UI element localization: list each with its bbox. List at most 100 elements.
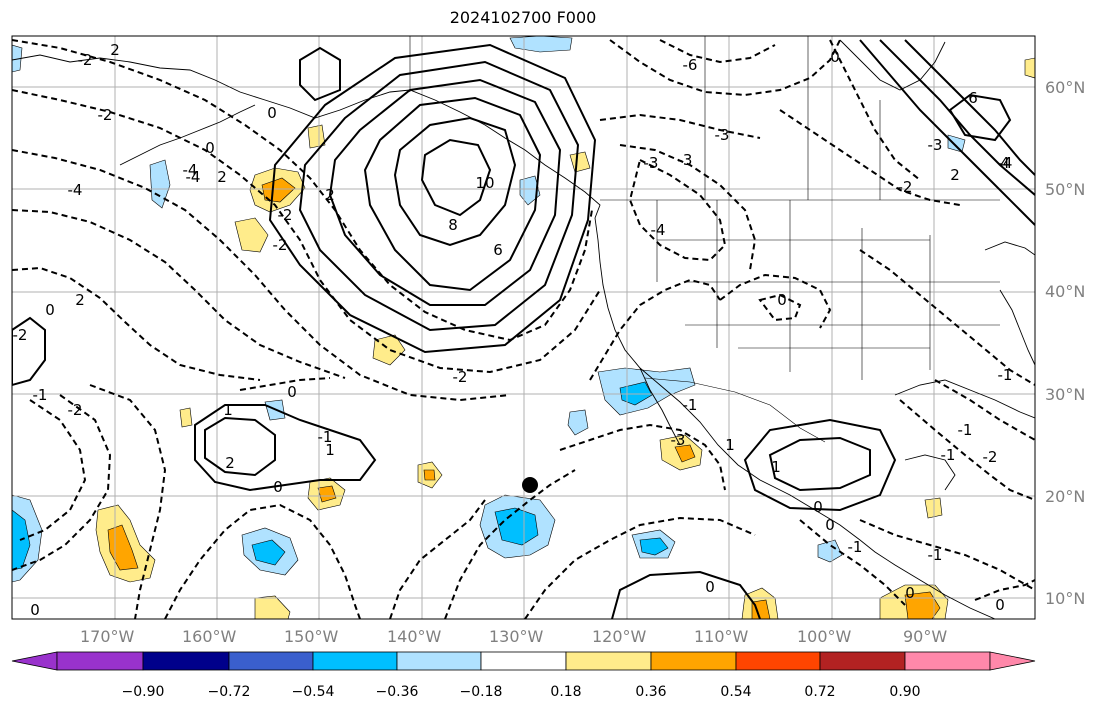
lat-label-60n: 60°N bbox=[1045, 78, 1086, 97]
negative-anomaly-patch bbox=[494, 507, 539, 546]
contour-label: 0 bbox=[777, 291, 787, 309]
contour-label: 1 bbox=[725, 436, 735, 454]
positive-anomaly-patch bbox=[317, 485, 337, 503]
contour-label: 1 bbox=[325, 441, 335, 459]
contour-solid bbox=[194, 404, 377, 492]
lon-label-170w: 170°W bbox=[80, 627, 135, 646]
contour-label: 2 bbox=[110, 41, 120, 59]
colorbar-segment bbox=[396, 651, 482, 671]
hudson-bay bbox=[839, 39, 946, 91]
lon-label-130w: 130°W bbox=[489, 627, 544, 646]
contour-dashed bbox=[934, 379, 1035, 441]
contour-dashed bbox=[758, 293, 802, 322]
contour-label: -4 bbox=[998, 154, 1013, 172]
aleutian-islands bbox=[119, 104, 256, 166]
gridlines bbox=[12, 36, 1035, 619]
lat-label-40n: 40°N bbox=[1045, 282, 1086, 301]
contour-labels: 2 -2 -2 -4 0 2 -4 0 -1 -2 -2 2 0 1 0 -1 … bbox=[13, 41, 1013, 619]
colorbar-segment bbox=[142, 651, 230, 671]
alaska-coast bbox=[12, 54, 601, 219]
positive-anomaly-patch bbox=[904, 591, 941, 619]
contour-dashed bbox=[719, 273, 832, 329]
lat-label-10n: 10°N bbox=[1045, 589, 1086, 608]
contour-label: 0 bbox=[273, 478, 283, 496]
contour-label: -2 bbox=[68, 401, 83, 419]
negative-anomaly-patch bbox=[251, 539, 286, 566]
contour-dashed bbox=[12, 394, 112, 571]
contour-label: -2 bbox=[983, 448, 998, 466]
contour-label: 2 bbox=[217, 168, 227, 186]
positive-anomaly-patch bbox=[1024, 57, 1035, 79]
contour-dashed bbox=[12, 266, 261, 381]
contour-label: -2 bbox=[278, 206, 293, 224]
contour-label: 8 bbox=[448, 216, 458, 234]
contour-label: 0 bbox=[30, 601, 40, 619]
contour-dashed bbox=[659, 39, 776, 64]
colorbar-segment bbox=[904, 651, 991, 671]
contour-label: -1 bbox=[998, 366, 1013, 384]
colorbar-tick-label: 0.72 bbox=[804, 684, 836, 700]
contour-dashed bbox=[779, 109, 961, 206]
contour-label: 0 bbox=[205, 139, 215, 157]
contour-label: 2 bbox=[225, 454, 235, 472]
contour-dashed bbox=[559, 423, 726, 491]
contour-dashed bbox=[19, 399, 87, 541]
contour-dashed bbox=[974, 579, 1035, 601]
colorbar-segment bbox=[480, 651, 567, 671]
contour-label: 6 bbox=[493, 241, 503, 259]
positive-anomaly-patch bbox=[569, 151, 591, 173]
contour-solid bbox=[743, 418, 897, 512]
positive-anomaly-patch bbox=[261, 177, 296, 203]
negative-anomaly-patch bbox=[519, 175, 541, 206]
lon-label-100w: 100°W bbox=[797, 627, 852, 646]
colorbar-segment bbox=[56, 651, 144, 671]
contour-solid bbox=[393, 116, 517, 247]
colorbar-tick-label: 0.54 bbox=[720, 684, 752, 700]
contour-dashed bbox=[799, 519, 906, 606]
map-frame bbox=[11, 35, 1036, 620]
contour-dashed bbox=[12, 39, 593, 342]
contour-solid bbox=[298, 60, 580, 332]
contour-label: -2 bbox=[78, 51, 93, 69]
colorbar-tick-label: 0.90 bbox=[889, 684, 921, 700]
yucatan bbox=[904, 454, 956, 491]
contour-label: -6 bbox=[683, 56, 698, 74]
contour-dashed bbox=[89, 384, 167, 619]
colorbar-tick-label: 0.18 bbox=[550, 684, 582, 700]
contour-label: 2 bbox=[950, 166, 960, 184]
contour-solid bbox=[328, 78, 562, 306]
contour-label: -4 bbox=[68, 181, 83, 199]
contour-label: 10 bbox=[475, 174, 494, 192]
negative-anomaly-patch bbox=[639, 537, 669, 556]
positive-anomaly-patch bbox=[254, 595, 291, 619]
gulf-coast bbox=[894, 379, 1035, 419]
map-title: 2024102700 F000 bbox=[449, 8, 597, 27]
contour-label: -1 bbox=[848, 538, 863, 556]
contour-solid bbox=[204, 416, 276, 477]
colorbar-tick-label: 0.36 bbox=[635, 684, 667, 700]
contour-dashed bbox=[524, 516, 756, 619]
colorbar-segment bbox=[228, 651, 314, 671]
contour-label: -2 bbox=[453, 368, 468, 386]
contour-label: 2 bbox=[325, 186, 335, 204]
colorbar-extend-left bbox=[11, 651, 58, 671]
positive-anomaly-patch bbox=[751, 599, 771, 619]
contour-label: -4 bbox=[183, 161, 198, 179]
contour-dashed bbox=[12, 149, 511, 402]
contour-solid bbox=[904, 39, 1035, 176]
lon-label-120w: 120°W bbox=[592, 627, 647, 646]
contour-label: -3 bbox=[644, 154, 659, 172]
contour-label: -3 bbox=[671, 431, 686, 449]
contour-label: -4 bbox=[186, 168, 201, 186]
contour-label: -1 bbox=[941, 446, 956, 464]
great-lakes bbox=[984, 241, 1035, 256]
contour-label: 0 bbox=[995, 596, 1005, 614]
contour-solid bbox=[12, 316, 46, 387]
negative-anomaly-patch bbox=[509, 36, 573, 53]
contour-dashed bbox=[859, 519, 1035, 591]
negative-anomaly-patch bbox=[149, 159, 171, 209]
baja-peninsula bbox=[639, 367, 681, 446]
canada-province-border bbox=[704, 36, 881, 200]
contour-solid bbox=[420, 138, 492, 217]
colorbar-segment bbox=[819, 651, 906, 671]
